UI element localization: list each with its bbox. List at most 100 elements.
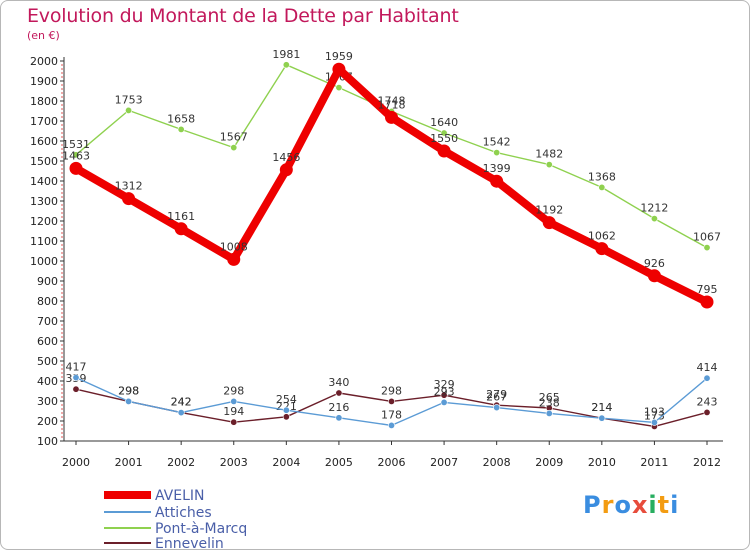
data-point: [647, 269, 661, 283]
chart-subtitle: (en €): [27, 29, 60, 42]
data-label: 293: [434, 385, 455, 398]
data-label: 926: [644, 257, 665, 270]
x-tick-label: 2004: [272, 456, 300, 469]
data-point: [650, 418, 658, 426]
data-label: 1718: [378, 98, 406, 111]
logo-letter: t: [657, 491, 671, 519]
data-point: [174, 222, 188, 236]
logo-letter: i: [648, 491, 658, 519]
y-tick-label: 1200: [30, 215, 58, 228]
y-tick-label: 300: [37, 395, 58, 408]
data-label: 1959: [325, 50, 353, 63]
data-point: [282, 406, 290, 414]
data-point: [700, 295, 714, 309]
data-label: 1753: [115, 93, 143, 106]
data-point: [72, 385, 80, 393]
y-tick-label: 1400: [30, 175, 58, 188]
legend-label: Attiches: [155, 505, 212, 521]
x-tick-label: 2007: [430, 456, 458, 469]
data-label: 1192: [535, 204, 563, 217]
data-point: [703, 244, 711, 252]
data-label: 1067: [693, 231, 721, 244]
data-point: [125, 397, 133, 405]
logo-letter: x: [631, 491, 649, 519]
data-point: [545, 161, 553, 169]
data-point: [72, 374, 80, 382]
logo-letter: r: [601, 491, 615, 519]
data-point: [335, 414, 343, 422]
y-tick-label: 1000: [30, 255, 58, 268]
data-point: [282, 61, 290, 69]
data-label: 1161: [167, 210, 195, 223]
data-point: [177, 409, 185, 417]
data-point: [230, 397, 238, 405]
x-tick-label: 2001: [115, 456, 143, 469]
data-point: [72, 151, 80, 159]
data-point: [545, 409, 553, 417]
data-point: [437, 144, 451, 158]
y-tick-label: 200: [37, 415, 58, 428]
data-label: 298: [381, 384, 402, 397]
data-label: 1531: [62, 138, 90, 151]
logo-letter: o: [614, 491, 632, 519]
y-tick-label: 1500: [30, 155, 58, 168]
y-tick-label: 2000: [30, 55, 58, 68]
data-label: 1368: [588, 170, 616, 183]
data-label: 279: [486, 388, 507, 401]
x-tick-label: 2011: [640, 456, 668, 469]
data-label: 1640: [430, 116, 458, 129]
x-tick-label: 2006: [378, 456, 406, 469]
data-label: 795: [697, 283, 718, 296]
data-point: [703, 408, 711, 416]
x-tick-label: 2008: [483, 456, 511, 469]
data-label: 1212: [640, 202, 668, 215]
data-label: 242: [171, 396, 192, 409]
data-label: 1008: [220, 240, 248, 253]
data-label: 340: [328, 376, 349, 389]
x-tick-label: 2005: [325, 456, 353, 469]
data-label: 254: [276, 393, 297, 406]
logo-letter: P: [583, 491, 602, 519]
data-label: 1981: [272, 48, 300, 61]
data-label: 1456: [272, 151, 300, 164]
data-point: [125, 106, 133, 114]
data-point: [230, 144, 238, 152]
data-point: [598, 183, 606, 191]
data-label: 1658: [167, 112, 195, 125]
data-point: [703, 374, 711, 382]
data-label: 298: [118, 384, 139, 397]
data-label: 1748: [378, 94, 406, 107]
legend-label: Pont-à-Marcq: [155, 521, 247, 537]
data-point: [387, 397, 395, 405]
x-tick-label: 2012: [693, 456, 721, 469]
y-tick-label: 800: [37, 295, 58, 308]
data-point: [282, 413, 290, 421]
x-tick-label: 2010: [588, 456, 616, 469]
x-tick-label: 2009: [535, 456, 563, 469]
data-label: 193: [644, 405, 665, 418]
y-tick-label: 1700: [30, 115, 58, 128]
x-tick-label: 2000: [62, 456, 90, 469]
data-label: 1542: [483, 136, 511, 149]
data-label: 329: [434, 378, 455, 391]
data-label: 265: [539, 391, 560, 404]
data-point: [595, 242, 609, 256]
data-label: 298: [223, 384, 244, 397]
series-attiches: 417 298 242 298 254 216 178 293 267 238 214 193 414: [66, 361, 718, 429]
data-label: 216: [328, 401, 349, 414]
data-label: 178: [381, 408, 402, 421]
logo-letter: i: [670, 491, 680, 519]
data-label: 242: [171, 396, 192, 409]
data-label: 243: [697, 395, 718, 408]
legend-label: Ennevelin: [155, 536, 224, 550]
data-point: [493, 149, 501, 157]
data-point: [335, 84, 343, 92]
data-label: 173: [644, 409, 665, 422]
chart-title: Evolution du Montant de la Dette par Hab…: [27, 5, 459, 27]
data-label: 1062: [588, 230, 616, 243]
proxiti-logo: Proxiti: [583, 491, 679, 519]
x-tick-label: 2002: [167, 456, 195, 469]
data-point: [332, 62, 346, 76]
